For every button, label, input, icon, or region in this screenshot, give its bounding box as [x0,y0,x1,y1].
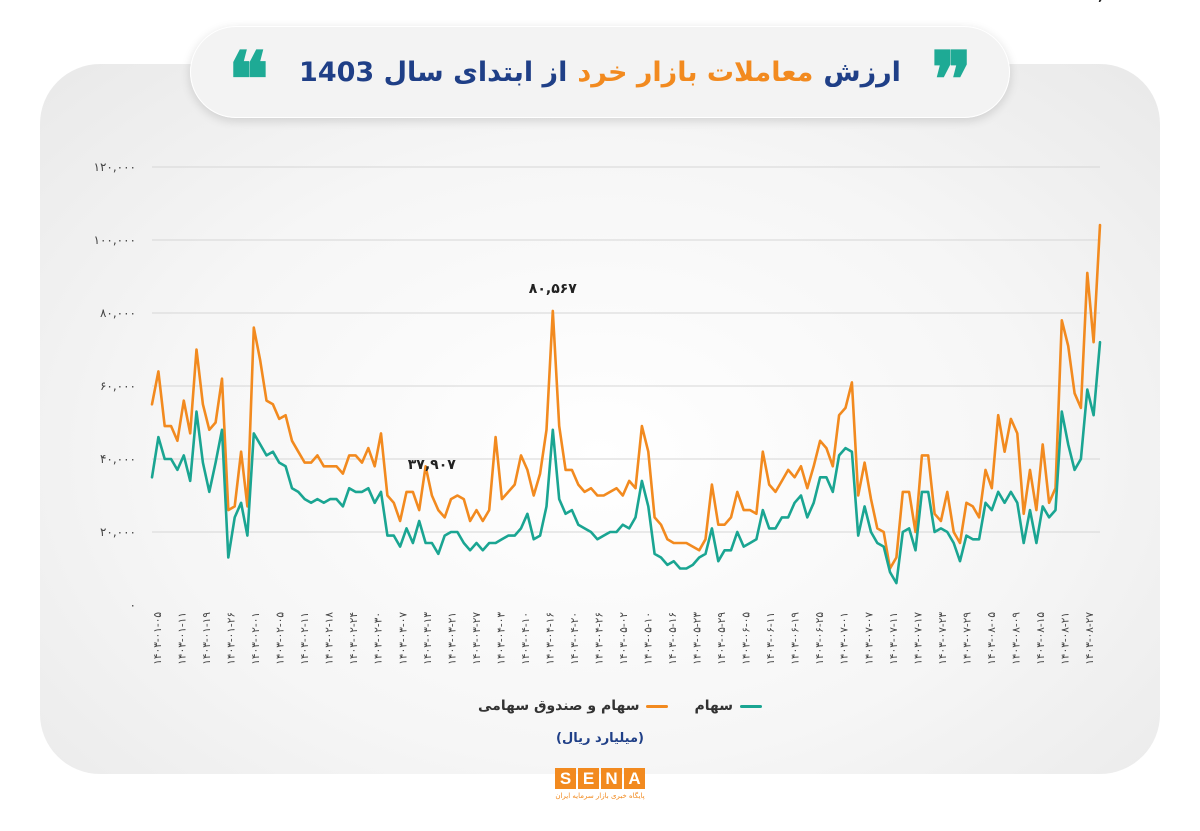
legend-label-teal: سهام [694,698,734,714]
x-tick-label: ۱۴۰۳-۰۶-۲۵ [814,612,826,665]
y-axis: ۰ ۲۰,۰۰۰ ۴۰,۰۰۰ ۶۰,۰۰۰ ۸۰,۰۰۰ ۱۰۰,۰۰۰ ۱۲۰,۰۰۰ [94,160,137,612]
x-tick-label: ۱۴۰۳-۰۵-۱۶ [667,612,679,665]
y-tick-label: ۶۰,۰۰۰ [100,379,136,393]
x-tick-label: ۱۴۰۳-۰۵-۲۹ [716,612,728,665]
logo-tagline: پایگاه خبری بازار سرمایه ایران [555,792,645,800]
x-tick-label: ۱۴۰۳-۰۱-۲۶ [226,612,238,665]
title-banner: ❞ ارزش معاملات بازار خرد از ابتدای سال 1… [190,26,1010,118]
x-tick-label: ۱۴۰۳-۰۶-۱۱ [765,612,777,665]
x-tick-label: ۱۴۰۳-۰۶-۰۵ [741,612,753,665]
x-tick-label: ۱۴۰۳-۰۷-۲۹ [961,612,973,665]
x-tick-label: ۱۴۰۳-۰۲-۰۱ [250,612,262,665]
gridlines [152,166,1100,533]
x-axis: ۱۴۰۳-۰۱-۰۵ ۱۴۰۳-۰۱-۱۱ ۱۴۰۳-۰۱-۱۹ ۱۴۰۳-۰۱-۲۶… [152,612,1096,665]
x-tick-label: ۱۴۰۳-۰۲-۰۵ [275,612,287,665]
x-tick-label: ۱۴۰۳-۰۸-۰۵ [986,612,998,665]
data-label: ۳۷,۹۰۷ [408,457,456,473]
x-tick-label: ۱۴۰۳-۰۱-۱۱ [177,612,189,665]
title-part-1: ارزش [823,56,901,88]
x-tick-label: ۱۴۰۳-۰۳-۲۷ [471,612,483,665]
x-tick-label: ۱۴۰۳-۰۲-۱۱ [299,612,311,665]
y-tick-label: ۰ [130,598,136,612]
quote-close-icon: ❝ [228,35,269,124]
x-tick-label: ۱۴۰۳-۰۴-۱۰ [520,612,532,665]
logo-letter: S [555,768,576,789]
title-part-3: از ابتدای سال 1403 [299,56,568,88]
x-tick-label: ۱۴۰۳-۰۸-۱۵ [1035,612,1047,665]
x-tick-label: ۱۴۰۳-۰۱-۱۹ [201,612,213,665]
legend-swatch-teal [740,704,763,708]
x-tick-label: ۱۴۰۳-۰۴-۲۶ [593,612,605,665]
series-lines [150,223,1102,585]
legend-item-orange: سهام و صندوق سهامی [478,698,669,714]
sena-logo: S E N A پایگاه خبری بازار سرمایه ایران [543,768,657,810]
x-tick-label: ۱۴۰۳-۰۲-۳۰ [373,612,385,665]
data-label: ۱۰۴,۰۹۸ [1072,0,1129,4]
logo-letters: S E N A [555,768,645,789]
data-label: ۸۰,۵۶۷ [529,281,577,297]
x-tick-label: ۱۴۰۳-۰۱-۰۵ [152,612,164,665]
x-tick-label: ۱۴۰۳-۰۴-۰۳ [495,612,507,665]
y-tick-label: ۴۰,۰۰۰ [100,452,136,466]
x-tick-label: ۱۴۰۳-۰۴-۱۶ [544,612,556,665]
x-tick-label: ۱۴۰۳-۰۲-۲۴ [348,612,360,665]
x-tick-label: ۱۴۰۳-۰۳-۲۱ [446,612,458,665]
x-tick-label: ۱۴۰۳-۰۵-۰۲ [618,612,630,665]
x-tick-label: ۱۴۰۳-۰۵-۲۳ [692,612,704,665]
x-tick-label: ۱۴۰۳-۰۷-۱۷ [912,612,924,665]
y-tick-label: ۱۲۰,۰۰۰ [94,160,137,174]
legend-swatch-orange [646,704,669,708]
x-tick-label: ۱۴۰۳-۰۷-۱۱ [888,612,900,665]
series-line-orange [150,223,1102,570]
x-tick-label: ۱۴۰۳-۰۷-۰۱ [839,612,851,665]
annotations: ۳۷,۹۰۷ ۸۰,۵۶۷ ۱۰۴,۰۹۸ [408,0,1130,473]
x-tick-label: ۱۴۰۳-۰۴-۲۰ [569,612,581,665]
x-tick-label: ۱۴۰۳-۰۸-۰۹ [1010,612,1022,665]
logo-letter: A [624,768,645,789]
logo-letter: N [601,768,622,789]
x-tick-label: ۱۴۰۳-۰۸-۲۷ [1084,612,1096,665]
title-part-2: معاملات بازار خرد [577,56,814,88]
series-line-teal [150,340,1102,585]
logo-letter: E [578,768,599,789]
y-tick-label: ۱۰۰,۰۰۰ [94,233,137,247]
chart-card [40,64,1160,774]
unit-note: (میلیارد ریال) [556,731,644,746]
x-tick-label: ۱۴۰۳-۰۸-۲۱ [1059,612,1071,665]
x-tick-label: ۱۴۰۳-۰۶-۱۹ [790,612,802,665]
y-tick-label: ۸۰,۰۰۰ [100,306,136,320]
x-tick-label: ۱۴۰۳-۰۳-۰۷ [397,612,409,665]
x-tick-label: ۱۴۰۳-۰۳-۱۳ [422,612,434,665]
legend-item-teal: سهام [694,698,763,714]
x-tick-label: ۱۴۰۳-۰۷-۲۳ [937,612,949,665]
x-tick-label: ۱۴۰۳-۰۵-۱۰ [643,612,655,665]
y-tick-label: ۲۰,۰۰۰ [100,525,136,539]
legend: سهام سهام و صندوق سهامی [470,694,770,718]
legend-label-orange: سهام و صندوق سهامی [477,698,640,714]
quote-open-icon: ❞ [931,35,972,124]
x-tick-label: ۱۴۰۳-۰۲-۱۸ [324,612,336,665]
chart-title: ارزش معاملات بازار خرد از ابتدای سال 140… [299,57,901,88]
x-tick-label: ۱۴۰۳-۰۷-۰۷ [863,612,875,665]
